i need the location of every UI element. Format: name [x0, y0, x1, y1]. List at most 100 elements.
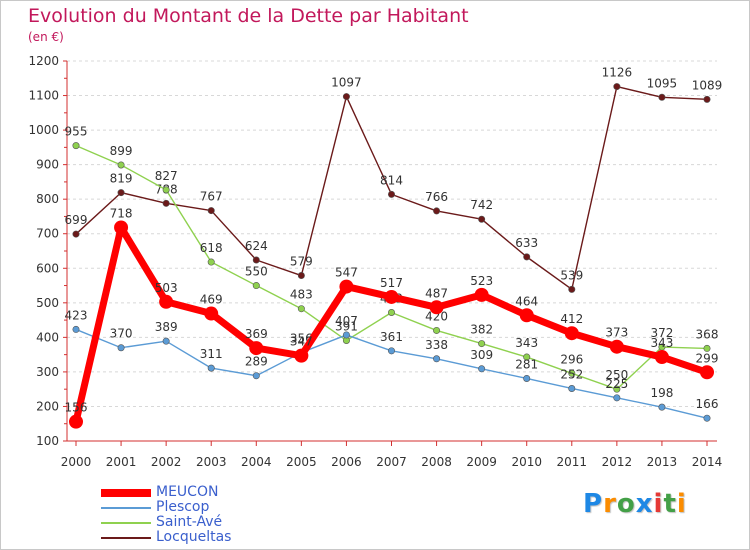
data-point — [159, 294, 174, 309]
data-label: 464 — [515, 294, 538, 308]
data-point — [658, 403, 666, 411]
data-point — [703, 95, 711, 103]
data-point — [654, 350, 669, 365]
data-label: 633 — [515, 236, 538, 250]
data-point — [609, 339, 624, 354]
data-label: 343 — [650, 336, 673, 350]
data-point — [387, 190, 395, 198]
data-label: 391 — [335, 319, 358, 333]
chart-unit-label: (en €) — [28, 30, 64, 44]
data-label: 899 — [110, 144, 133, 158]
y-tick-label: 1100 — [28, 89, 59, 103]
data-point — [568, 384, 576, 392]
data-point — [207, 207, 215, 215]
data-point — [294, 348, 309, 363]
y-tick-label: 1200 — [28, 54, 59, 68]
data-label: 289 — [245, 355, 268, 369]
data-label: 296 — [560, 352, 583, 366]
x-tick-label: 2002 — [151, 455, 182, 469]
data-point — [564, 326, 579, 341]
data-point — [433, 355, 441, 363]
data-point — [342, 93, 350, 101]
y-tick-label: 600 — [36, 261, 59, 275]
data-label: 550 — [245, 265, 268, 279]
data-label: 370 — [110, 327, 133, 341]
y-tick-label: 500 — [36, 296, 59, 310]
data-label: 250 — [605, 368, 628, 382]
x-tick-label: 2008 — [421, 455, 452, 469]
data-point — [478, 215, 486, 223]
x-tick-label: 2004 — [241, 455, 272, 469]
data-point — [433, 326, 441, 334]
data-label: 373 — [605, 326, 628, 340]
data-label: 372 — [650, 326, 673, 340]
data-label: 389 — [155, 320, 178, 334]
data-label: 699 — [65, 213, 88, 227]
y-tick-label: 100 — [36, 434, 59, 448]
y-tick-label: 1000 — [28, 123, 59, 137]
chart-title: Evolution du Montant de la Dette par Hab… — [28, 5, 469, 27]
data-label: 469 — [200, 293, 223, 307]
logo-letter: t — [663, 489, 677, 519]
data-point — [613, 385, 621, 393]
data-point — [162, 186, 170, 194]
y-tick-label: 300 — [36, 365, 59, 379]
data-point — [252, 282, 260, 290]
data-point — [207, 364, 215, 372]
data-label: 547 — [335, 266, 358, 280]
data-label: 281 — [515, 357, 538, 371]
data-point — [339, 279, 354, 294]
x-tick-label: 2010 — [511, 455, 542, 469]
data-point — [162, 337, 170, 345]
data-label: 361 — [380, 330, 403, 344]
data-point — [249, 341, 264, 356]
data-label: 343 — [515, 336, 538, 350]
legend-swatch — [101, 522, 151, 524]
data-point — [204, 306, 219, 321]
y-tick-label: 400 — [36, 330, 59, 344]
x-tick-label: 2003 — [196, 455, 227, 469]
logo-letter: i — [653, 489, 664, 519]
logo-letter: i — [676, 489, 687, 519]
data-label: 517 — [380, 276, 403, 290]
data-label: 252 — [560, 367, 583, 381]
data-point — [478, 365, 486, 373]
x-tick-label: 2007 — [376, 455, 407, 469]
data-label: 166 — [696, 397, 719, 411]
data-label: 819 — [110, 172, 133, 186]
data-point — [114, 220, 129, 235]
data-point — [207, 258, 215, 266]
data-point — [703, 344, 711, 352]
data-point — [568, 285, 576, 293]
x-tick-label: 2013 — [647, 455, 678, 469]
data-label: 487 — [425, 286, 448, 300]
data-label: 368 — [696, 327, 719, 341]
data-label: 955 — [65, 125, 88, 139]
data-label: 624 — [245, 239, 268, 253]
x-tick-label: 2006 — [331, 455, 362, 469]
data-point — [613, 394, 621, 402]
data-label: 225 — [605, 377, 628, 391]
data-point — [384, 289, 399, 304]
logo-letter: x — [635, 489, 654, 519]
data-label: 407 — [335, 314, 358, 328]
data-label: 1095 — [647, 76, 678, 90]
data-point — [519, 308, 534, 323]
legend-label: Locqueltas — [156, 529, 232, 545]
data-label: 523 — [470, 274, 493, 288]
x-tick-label: 2005 — [286, 455, 317, 469]
data-point — [523, 253, 531, 261]
data-label: 1097 — [331, 76, 362, 90]
x-tick-label: 2014 — [692, 455, 723, 469]
data-point — [297, 305, 305, 313]
data-label: 420 — [425, 309, 448, 323]
data-label: 347 — [290, 335, 313, 349]
data-label: 412 — [560, 312, 583, 326]
data-point — [117, 189, 125, 197]
data-label: 299 — [696, 351, 719, 365]
data-point — [658, 93, 666, 101]
data-label: 483 — [290, 288, 313, 302]
data-label: 338 — [425, 338, 448, 352]
